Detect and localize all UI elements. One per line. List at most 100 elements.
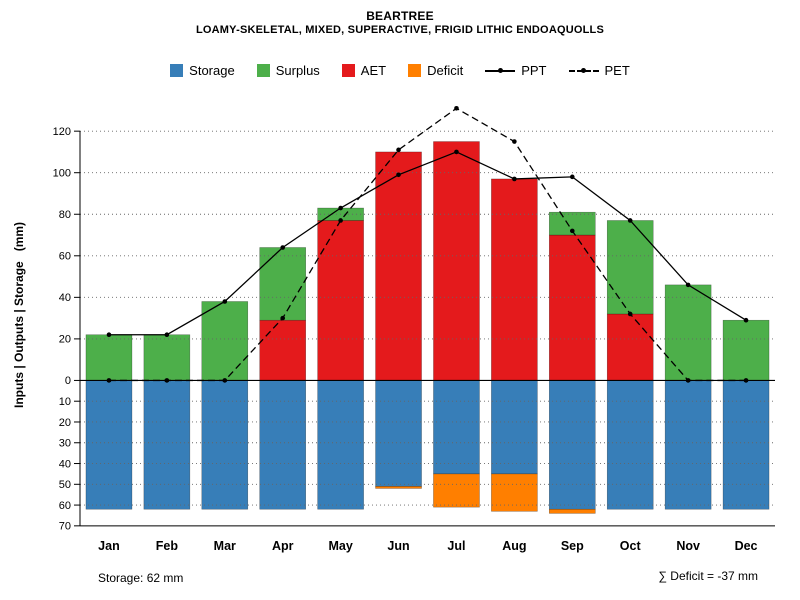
pet-marker-jul [454,106,459,111]
x-label-dec: Dec [735,539,758,553]
bar-storage-oct [606,380,654,510]
ppt-marker-jun [396,172,401,178]
bar-storage-nov [664,380,712,510]
legend-item-ppt: PPT [485,63,547,78]
pet-marker-may [338,218,343,223]
y-tick-label-minus-20: 20 [59,417,71,429]
bar-surplus-jan [85,334,133,381]
bar-deficit-aug [491,473,538,512]
bar-storage-jan [85,380,133,510]
pet-marker-nov [685,378,691,383]
x-label-jan: Jan [98,539,120,553]
legend-item-pet: PET [568,63,630,78]
legend-swatch-storage [170,64,184,77]
bar-storage-sep [549,380,596,510]
y-tick-label-20: 20 [59,334,71,346]
y-tick-label-minus-40: 40 [59,458,71,470]
y-tick-label-minus-70: 70 [59,521,71,533]
legend-label-surplus: Surplus [275,63,320,78]
bar-surplus-mar [201,301,249,381]
y-tick-label-minus-10: 10 [59,396,71,408]
bar-aet-aug [491,178,538,381]
legend-label-storage: Storage [189,63,235,78]
ppt-marker-oct [627,218,633,223]
pet-marker-jun [396,147,401,153]
ppt-marker-aug [512,176,517,182]
bar-storage-mar [201,380,249,510]
legend-swatch-aet [341,64,355,77]
y-tick-label-0: 0 [65,375,71,387]
y-tick-label-120: 120 [53,126,71,138]
dashed-line-icon [568,68,599,73]
legend-label-deficit: Deficit [427,63,464,78]
bar-aet-sep [549,234,596,381]
x-label-jun: Jun [387,539,409,553]
pet-marker-mar [222,378,228,383]
x-label-feb: Feb [156,539,179,553]
deficit-sum-annotation: ∑ Deficit = -37 mm [658,569,758,583]
y-tick-label-minus-50: 50 [59,479,71,491]
ppt-marker-jan [106,332,112,338]
legend-label-pet: PET [604,63,630,78]
bar-deficit-sep [549,508,596,514]
legend-swatch-deficit [408,64,422,77]
ppt-marker-may [338,205,343,211]
bar-aet-oct [606,313,654,381]
chart-canvas: 0 20 40 60 80 100 120 10 20 30 40 50 60 70 Jan Feb Mar Ap… [53,106,775,553]
bar-storage-may [317,380,364,510]
y-tick-label-80: 80 [59,209,71,221]
bar-deficit-jul [433,473,480,508]
chart-subtitle: LOAMY-SKELETAL, MIXED, SUPERACTIVE, FRIG… [195,24,604,36]
bar-storage-feb [143,380,191,510]
bar-storage-jun [375,380,422,487]
ppt-line [108,151,747,336]
bar-storage-aug [491,380,538,475]
ppt-marker-apr [280,245,286,250]
bar-surplus-dec [722,319,770,381]
x-label-sep: Sep [561,539,584,553]
pet-marker-dec [743,378,749,383]
bar-storage-jul [433,380,480,475]
x-label-mar: Mar [214,539,236,553]
y-tick-label-minus-60: 60 [59,500,71,512]
chart-legend: Storage Surplus AET Deficit PPT PET [0,63,800,78]
bar-aet-may [317,220,364,381]
pet-marker-aug [512,139,517,144]
bar-surplus-apr [259,247,306,321]
bar-surplus-feb [143,334,191,381]
x-label-aug: Aug [502,539,526,553]
bar-surplus-sep [549,211,596,236]
ppt-marker-feb [164,332,170,338]
x-label-jul: Jul [447,539,465,553]
x-label-may: May [328,539,352,553]
ppt-marker-nov [685,282,691,288]
ppt-marker-sep [569,174,575,180]
y-tick-label-100: 100 [53,168,71,180]
pet-marker-sep [569,228,575,234]
solid-line-icon [485,68,516,73]
bar-storage-dec [722,380,770,510]
chart-title: BEARTREE [366,9,434,23]
pet-marker-feb [164,378,170,383]
legend-item-surplus: Surplus [256,63,320,78]
bar-surplus-oct [606,220,654,315]
x-label-nov: Nov [676,539,700,553]
bar-aet-jun [375,151,422,381]
legend-item-aet: AET [341,63,387,78]
x-label-oct: Oct [620,539,642,553]
legend-label-aet: AET [360,63,387,78]
bar-storage-apr [259,380,306,510]
legend-label-ppt: PPT [521,63,547,78]
bar-surplus-nov [664,284,712,381]
legend-swatch-surplus [256,64,270,77]
legend-item-deficit: Deficit [408,63,463,78]
ppt-marker-mar [222,299,228,304]
y-tick-label-minus-30: 30 [59,438,71,450]
storage-annotation: Storage: 62 mm [98,571,184,585]
bar-aet-jul [433,141,480,381]
ppt-marker-jul [454,149,459,155]
y-tick-label-60: 60 [59,251,71,263]
x-label-apr: Apr [272,539,294,553]
bar-aet-apr [259,319,306,381]
